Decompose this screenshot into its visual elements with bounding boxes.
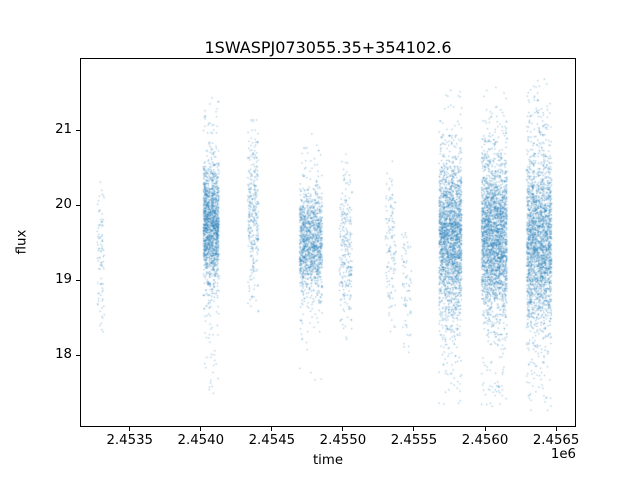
y-tick-label: 21 — [55, 122, 72, 137]
x-axis-offset-text: 1e6 — [550, 447, 576, 462]
y-tick-mark — [76, 279, 80, 281]
y-tick-mark — [76, 354, 80, 356]
y-tick-label: 19 — [55, 272, 72, 287]
x-tick-label: 2.4545 — [248, 433, 296, 448]
x-tick-label: 2.4565 — [532, 433, 580, 448]
y-tick-mark — [76, 129, 80, 131]
x-tick-mark — [271, 427, 273, 431]
y-tick-mark — [76, 204, 80, 206]
y-tick-label: 18 — [55, 347, 72, 362]
x-tick-label: 2.4540 — [177, 433, 225, 448]
plot-area — [80, 58, 576, 427]
chart-title: 1SWASPJ073055.35+354102.6 — [204, 38, 452, 57]
x-tick-label: 2.4555 — [390, 433, 438, 448]
x-axis-label: time — [312, 453, 344, 468]
y-axis-label: flux — [14, 229, 30, 255]
x-tick-mark — [484, 427, 486, 431]
x-tick-label: 2.4560 — [461, 433, 509, 448]
y-tick-label: 20 — [55, 197, 72, 212]
x-tick-mark — [200, 427, 202, 431]
x-tick-mark — [413, 427, 415, 431]
x-tick-mark — [342, 427, 344, 431]
x-tick-label: 2.4535 — [106, 433, 153, 448]
x-tick-mark — [555, 427, 557, 431]
x-tick-label: 2.4550 — [319, 433, 367, 448]
x-tick-mark — [129, 427, 131, 431]
scatter-points — [81, 59, 575, 426]
